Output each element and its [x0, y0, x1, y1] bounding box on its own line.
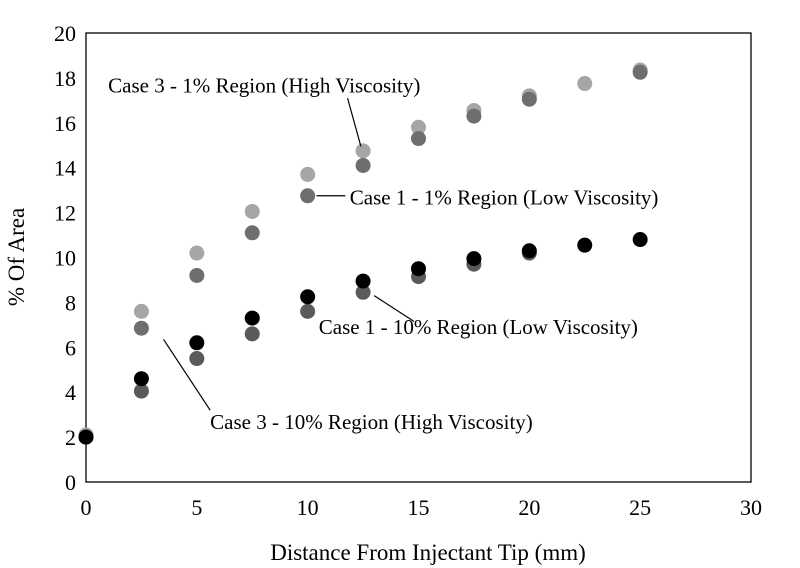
data-points: [78, 62, 648, 445]
data-point-series-2: [632, 64, 648, 80]
data-point-series-2: [411, 131, 426, 147]
data-point-series-4: [189, 335, 205, 351]
annotation-label: Case 1 - 10% Region (Low Viscosity): [319, 315, 638, 339]
plot-frame: [85, 32, 752, 483]
annotation-leader-line: [163, 339, 211, 411]
y-tick-label: 18: [54, 66, 76, 91]
x-tick-label: 10: [297, 495, 319, 520]
data-point-series-4: [466, 251, 482, 267]
annotation-label: Case 3 - 1% Region (High Viscosity): [108, 73, 420, 97]
data-point-series-1: [355, 143, 371, 159]
y-axis-title: % Of Area: [4, 208, 29, 306]
data-point-series-4: [632, 232, 648, 248]
data-point-series-4: [133, 371, 149, 387]
data-point-series-2: [521, 91, 537, 107]
data-point-series-3: [300, 303, 316, 319]
data-point-series-2: [355, 157, 371, 173]
data-point-series-1: [577, 76, 593, 92]
x-tick-label: 25: [629, 495, 651, 520]
data-point-series-1: [189, 245, 205, 261]
x-axis-ticks: 0 5 10 15 20 25 30: [81, 495, 763, 520]
y-tick-label: 10: [54, 246, 76, 271]
data-point-series-2: [189, 267, 205, 283]
y-tick-label: 12: [54, 201, 76, 226]
data-point-series-4: [244, 310, 260, 326]
x-tick-label: 0: [81, 495, 92, 520]
annotation-leader-line: [346, 97, 362, 147]
y-tick-label: 4: [65, 380, 76, 405]
y-tick-label: 14: [54, 156, 76, 181]
data-point-series-1: [300, 166, 316, 182]
data-point-series-1: [411, 119, 426, 135]
y-axis-ticks: 0 2 4 6 8 10 12 14 16 18 20: [54, 21, 76, 495]
data-point-series-3: [355, 284, 371, 300]
x-tick-label: 20: [518, 495, 540, 520]
x-tick-label: 5: [191, 495, 202, 520]
data-point-series-4: [300, 289, 316, 305]
y-tick-label: 6: [65, 335, 76, 360]
y-tick-label: 16: [54, 111, 76, 136]
data-point-series-4: [411, 261, 426, 277]
data-point-series-3: [189, 351, 205, 367]
data-point-series-2: [133, 320, 149, 336]
data-point-series-1: [244, 203, 260, 219]
data-point-series-2: [244, 225, 260, 241]
x-tick-label: 15: [408, 495, 430, 520]
data-point-series-4: [78, 429, 94, 445]
annotations: Case 3 - 1% Region (High Viscosity) Case …: [108, 73, 658, 434]
data-point-series-4: [355, 273, 371, 289]
annotation-leader-line: [373, 295, 415, 322]
annotation-label: Case 1 - 1% Region (Low Viscosity): [350, 186, 659, 210]
x-tick-label: 30: [740, 495, 762, 520]
y-tick-label: 2: [65, 425, 76, 450]
annotation-label: Case 3 - 10% Region (High Viscosity): [210, 410, 533, 434]
data-point-series-1: [133, 303, 149, 319]
data-point-series-2: [300, 188, 316, 204]
y-tick-label: 8: [65, 290, 76, 315]
data-point-series-3: [133, 383, 149, 399]
y-tick-label: 0: [65, 470, 76, 495]
data-point-series-2: [466, 108, 482, 124]
data-point-series-3: [244, 326, 260, 342]
x-axis-title: Distance From Injectant Tip (mm): [270, 540, 586, 565]
data-point-series-4: [577, 237, 593, 253]
data-point-series-4: [521, 243, 537, 259]
y-tick-label: 20: [54, 21, 76, 46]
